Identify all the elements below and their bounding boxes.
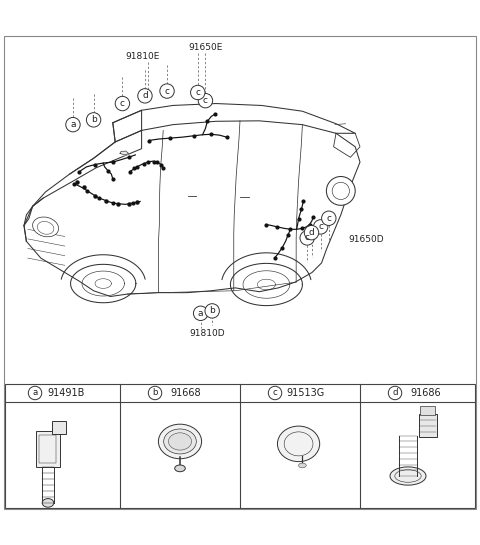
- Bar: [36, 431, 60, 467]
- Circle shape: [66, 118, 80, 132]
- Bar: [5, 384, 475, 508]
- Circle shape: [28, 386, 42, 399]
- Text: c: c: [318, 222, 323, 232]
- Circle shape: [148, 386, 162, 399]
- Ellipse shape: [168, 433, 192, 450]
- Circle shape: [86, 113, 101, 127]
- Ellipse shape: [33, 217, 59, 237]
- Text: 91668: 91668: [170, 388, 201, 398]
- Text: b: b: [91, 116, 96, 124]
- Text: 91810E: 91810E: [126, 52, 160, 61]
- Circle shape: [332, 182, 349, 199]
- Text: a: a: [198, 309, 204, 318]
- Text: c: c: [273, 389, 277, 397]
- Ellipse shape: [37, 221, 54, 234]
- Text: c: c: [305, 233, 310, 243]
- Bar: [52, 421, 66, 434]
- Text: 91491B: 91491B: [47, 388, 84, 398]
- Text: c: c: [326, 214, 331, 223]
- Circle shape: [198, 93, 213, 108]
- Text: d: d: [309, 228, 314, 237]
- Ellipse shape: [164, 429, 196, 454]
- Ellipse shape: [390, 467, 426, 485]
- Text: b: b: [152, 389, 158, 397]
- Text: c: c: [120, 99, 125, 108]
- Circle shape: [115, 96, 130, 111]
- Ellipse shape: [299, 463, 306, 468]
- Text: d: d: [392, 389, 398, 397]
- Ellipse shape: [175, 465, 185, 472]
- Text: c: c: [165, 87, 169, 95]
- Circle shape: [205, 304, 219, 318]
- Text: b: b: [209, 306, 215, 316]
- Circle shape: [268, 386, 282, 399]
- Text: 91810D: 91810D: [190, 329, 225, 338]
- Text: 91686: 91686: [410, 388, 441, 398]
- Text: 91650E: 91650E: [188, 43, 223, 52]
- Circle shape: [193, 306, 208, 320]
- Bar: [420, 406, 435, 415]
- Circle shape: [313, 220, 328, 234]
- Ellipse shape: [42, 499, 54, 507]
- Text: 91650D: 91650D: [348, 235, 384, 244]
- Ellipse shape: [277, 426, 320, 462]
- Circle shape: [326, 177, 355, 205]
- Text: 91513G: 91513G: [287, 388, 325, 398]
- Circle shape: [160, 84, 174, 98]
- Circle shape: [138, 89, 152, 103]
- Text: c: c: [195, 88, 200, 97]
- Ellipse shape: [158, 424, 202, 459]
- Circle shape: [388, 386, 402, 399]
- Text: c: c: [203, 96, 208, 105]
- Text: a: a: [70, 120, 76, 129]
- Circle shape: [300, 231, 314, 245]
- Text: d: d: [142, 92, 148, 100]
- Polygon shape: [120, 151, 129, 155]
- Circle shape: [304, 226, 319, 240]
- Bar: [419, 414, 437, 437]
- Circle shape: [322, 211, 336, 226]
- Circle shape: [191, 86, 205, 100]
- Text: a: a: [33, 389, 37, 397]
- Bar: [39, 435, 56, 463]
